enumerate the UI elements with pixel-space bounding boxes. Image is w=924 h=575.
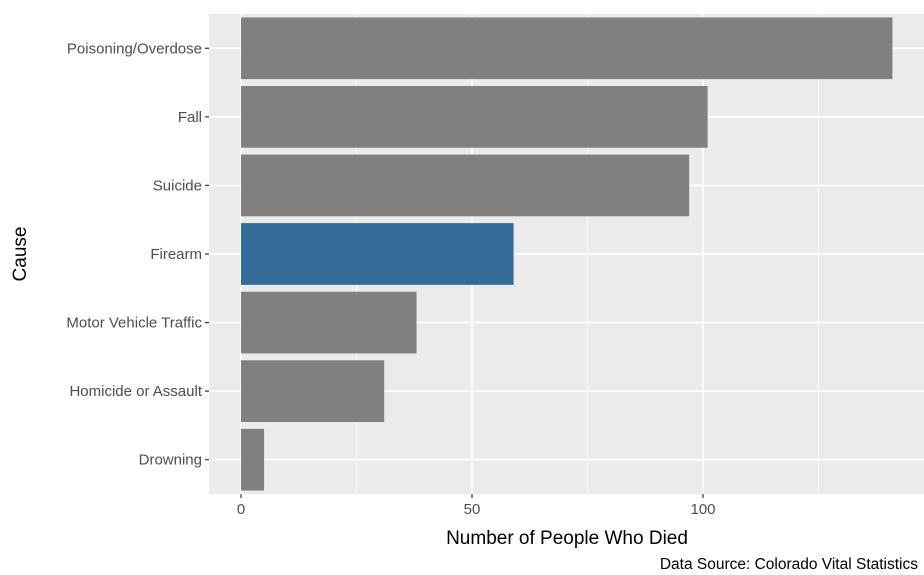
y-tick-label: Motor Vehicle Traffic bbox=[66, 315, 202, 332]
bar-fall bbox=[241, 86, 708, 148]
x-tick-label: 100 bbox=[690, 501, 715, 518]
y-axis: Poisoning/Overdose Fall Suicide Firearm Moto… bbox=[66, 40, 209, 469]
bar-poisoning-overdose bbox=[241, 17, 893, 80]
y-tick-label: Fall bbox=[178, 109, 202, 126]
x-axis: 0 50 100 bbox=[237, 494, 716, 518]
y-tick-label: Poisoning/Overdose bbox=[67, 40, 202, 57]
x-axis-title: Number of People Who Died bbox=[446, 528, 688, 549]
x-tick-label: 0 bbox=[237, 501, 245, 518]
bar-suicide bbox=[241, 154, 690, 217]
bar-homicide-or-assault bbox=[241, 360, 385, 422]
y-tick-label: Drowning bbox=[139, 452, 202, 469]
bars bbox=[241, 17, 893, 491]
bar-drowning bbox=[241, 428, 265, 491]
bar-firearm bbox=[241, 223, 514, 285]
y-tick-label: Homicide or Assault bbox=[69, 383, 202, 400]
y-tick-label: Suicide bbox=[153, 177, 202, 194]
bar-motor-vehicle-traffic bbox=[241, 291, 417, 354]
x-tick-label: 50 bbox=[464, 501, 481, 518]
caption: Data Source: Colorado Vital Statistics bbox=[660, 556, 918, 573]
y-tick-label: Firearm bbox=[150, 246, 202, 263]
y-axis-title: Cause bbox=[10, 227, 31, 282]
